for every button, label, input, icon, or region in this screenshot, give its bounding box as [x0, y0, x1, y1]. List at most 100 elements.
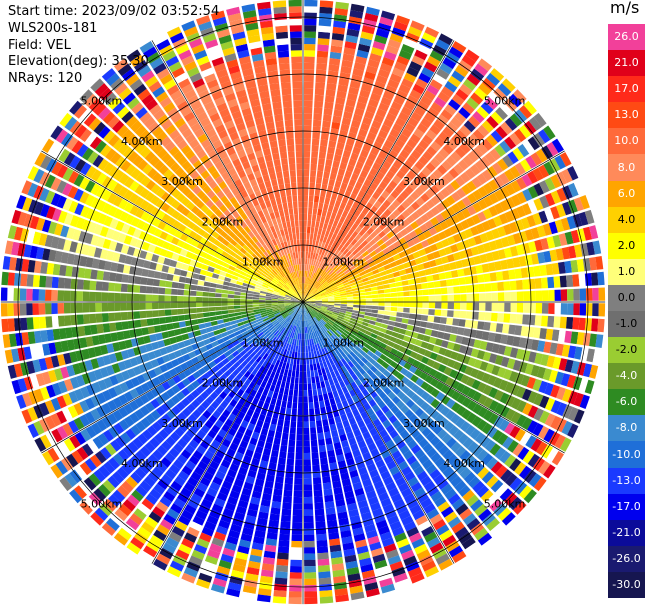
velocity-gate	[351, 230, 359, 239]
velocity-gate	[398, 49, 412, 60]
velocity-gate	[491, 292, 499, 302]
velocity-gate	[430, 157, 441, 168]
velocity-gate	[152, 317, 160, 325]
velocity-gate	[287, 446, 295, 453]
velocity-gate	[281, 400, 287, 408]
velocity-gate	[370, 286, 378, 291]
velocity-gate	[334, 300, 341, 302]
velocity-gate	[313, 201, 319, 209]
velocity-gate	[390, 287, 397, 293]
velocity-gate	[383, 284, 390, 289]
velocity-gate	[312, 252, 316, 260]
velocity-gate	[115, 321, 123, 331]
velocity-gate	[304, 283, 306, 290]
velocity-gate	[214, 297, 222, 302]
velocity-gate	[350, 238, 358, 246]
velocity-gate	[371, 305, 379, 310]
velocity-gate	[223, 318, 230, 323]
velocity-gate	[307, 277, 310, 284]
velocity-gate	[447, 286, 454, 294]
velocity-gate	[392, 123, 403, 133]
velocity-gate	[303, 364, 307, 372]
velocity-gate	[57, 315, 65, 327]
velocity-gate	[352, 293, 360, 297]
velocity-gate	[343, 47, 356, 56]
velocity-gate	[240, 299, 247, 302]
velocity-gate	[390, 292, 398, 297]
velocity-gate	[133, 302, 140, 311]
velocity-gate	[158, 302, 165, 309]
velocity-gate	[318, 445, 326, 453]
velocity-gate	[177, 296, 184, 302]
velocity-gate	[292, 364, 297, 371]
velocity-gate	[288, 439, 296, 447]
velocity-gate	[14, 318, 22, 331]
velocity-gate	[428, 302, 436, 309]
velocity-gate	[252, 299, 259, 302]
velocity-gate	[438, 131, 450, 143]
velocity-gate	[317, 38, 330, 46]
velocity-gate	[309, 265, 313, 272]
velocity-gate	[292, 509, 303, 516]
velocity-gate	[322, 476, 331, 484]
velocity-gate	[310, 163, 317, 171]
velocity-gate	[83, 279, 91, 290]
velocity-gate	[258, 299, 266, 302]
velocity-gate	[417, 171, 428, 182]
velocity-gate	[291, 370, 296, 378]
velocity-gate	[305, 245, 309, 252]
velocity-gate	[284, 483, 293, 491]
velocity-gate	[381, 190, 390, 199]
velocity-gate	[491, 302, 499, 312]
velocity-gate	[309, 408, 315, 416]
velocity-gate	[202, 307, 210, 313]
velocity-gate	[304, 31, 316, 38]
velocity-gate	[372, 86, 384, 96]
velocity-gate	[398, 133, 409, 144]
velocity-gate	[439, 62, 453, 75]
velocity-gate	[139, 285, 147, 294]
velocity-gate	[308, 402, 314, 409]
velocity-gate	[215, 288, 223, 294]
velocity-gate	[304, 6, 318, 13]
velocity-gate	[361, 207, 370, 216]
velocity-gate	[145, 310, 153, 318]
velocity-gate	[385, 85, 397, 95]
velocity-gate	[314, 88, 325, 96]
velocity-gate	[331, 33, 345, 41]
velocity-gate	[324, 230, 330, 238]
velocity-gate	[460, 294, 467, 302]
velocity-gate	[347, 299, 354, 302]
velocity-gate	[303, 503, 313, 510]
velocity-gate	[333, 20, 347, 29]
velocity-gate	[328, 417, 335, 425]
velocity-gate	[346, 297, 354, 300]
velocity-gate	[336, 260, 343, 267]
velocity-gate	[352, 187, 360, 196]
velocity-gate	[158, 295, 165, 302]
velocity-gate	[303, 264, 305, 271]
velocity-gate	[426, 322, 434, 329]
velocity-gate	[26, 303, 33, 316]
velocity-gate	[318, 269, 324, 276]
velocity-gate	[359, 89, 371, 99]
velocity-gate	[276, 558, 289, 566]
velocity-gate	[279, 406, 286, 414]
velocity-gate	[271, 449, 279, 458]
velocity-gate	[140, 277, 148, 285]
velocity-gate	[504, 302, 511, 312]
velocity-gate	[114, 312, 122, 321]
velocity-gate	[584, 318, 592, 331]
velocity-gate	[319, 590, 333, 598]
velocity-gate	[303, 478, 312, 485]
velocity-gate	[435, 39, 450, 51]
velocity-gate	[534, 278, 542, 289]
velocity-gate	[304, 12, 317, 20]
velocity-gate	[360, 122, 370, 132]
velocity-gate	[315, 274, 320, 281]
velocity-gate	[421, 67, 435, 78]
velocity-gate	[408, 313, 416, 320]
velocity-gate	[406, 324, 414, 331]
velocity-gate	[77, 267, 86, 278]
velocity-gate	[334, 103, 344, 111]
